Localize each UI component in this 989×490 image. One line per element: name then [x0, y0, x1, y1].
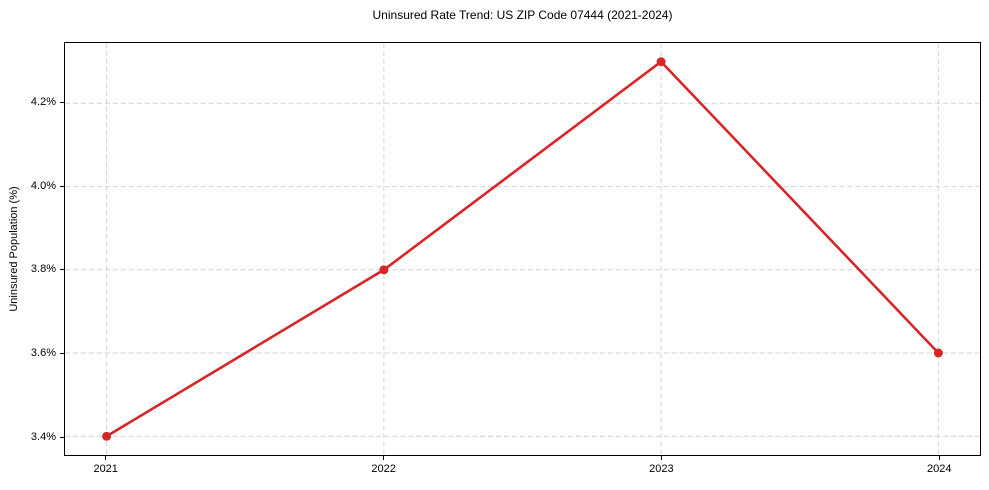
y-tick [60, 102, 64, 104]
y-tick [60, 185, 64, 187]
y-tick-label: 4.2% [30, 96, 56, 109]
plot-area [64, 42, 981, 456]
plot-svg [65, 43, 980, 455]
y-tick [60, 436, 64, 438]
data-point-marker [933, 348, 943, 358]
x-tick [105, 456, 107, 460]
y-tick [60, 353, 64, 354]
data-point-marker [102, 431, 112, 441]
x-tick [938, 456, 940, 460]
chart-title: Uninsured Rate Trend: US ZIP Code 07444 … [372, 8, 673, 22]
y-axis-label: Uninsured Population (%) [8, 186, 20, 312]
data-point-marker [379, 265, 389, 275]
x-tick-label: 2021 [93, 463, 118, 475]
y-tick-label: 3.8% [30, 263, 56, 276]
y-tick-label: 3.4% [30, 430, 56, 443]
x-tick [383, 456, 385, 460]
data-point-marker [656, 57, 666, 67]
y-tick [60, 269, 64, 271]
x-tick-label: 2024 [927, 463, 952, 475]
trend-line [105, 60, 940, 438]
y-tick-label: 3.6% [30, 347, 56, 359]
x-tick-label: 2023 [649, 463, 674, 475]
x-tick-label: 2022 [371, 463, 396, 475]
x-tick [660, 456, 662, 460]
y-tick-label: 4.0% [30, 179, 56, 192]
